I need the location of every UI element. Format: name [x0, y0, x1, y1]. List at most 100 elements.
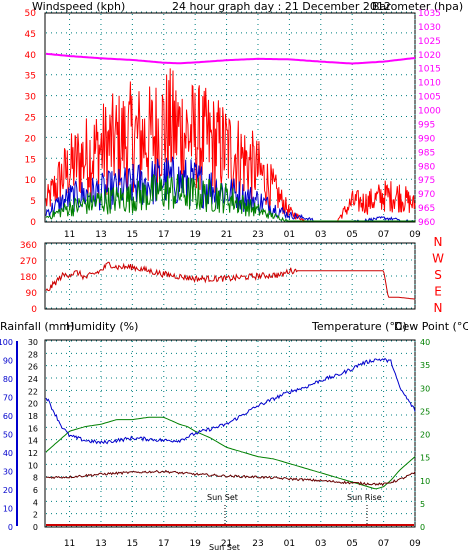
average-wind-series — [45, 174, 415, 222]
compass-label-0: N — [434, 235, 443, 249]
bottom-xtick-0: 11 — [64, 539, 75, 549]
rain-tick-2: 20 — [3, 486, 13, 495]
hum-tick-9: 18 — [28, 412, 38, 421]
hum-tick-14: 28 — [28, 350, 38, 359]
bottom-xtick-11: 09 — [409, 539, 421, 549]
rain-tick-1: 10 — [3, 505, 13, 514]
windspeed-series — [45, 156, 415, 222]
hum-tick-7: 14 — [28, 437, 38, 446]
temp-tick-8: 40 — [420, 338, 430, 347]
wind-tick-1: 5 — [30, 197, 36, 207]
axis-layer: 0510152025303540455096096597097598098599… — [0, 9, 444, 549]
baro-tick-12: 1020 — [418, 51, 441, 61]
rain-tick-6: 60 — [3, 412, 13, 421]
top-xtick-2: 15 — [127, 230, 138, 240]
wind-tick-10: 50 — [25, 9, 37, 19]
dir-tick-3: 270 — [20, 257, 37, 267]
baro-tick-6: 990 — [418, 134, 435, 144]
grid-layer — [46, 11, 416, 527]
rain-tick-0: 0 — [8, 523, 13, 532]
sunset-label: Sun Set — [207, 493, 238, 502]
humidity-axis-title: Humidity (%) — [66, 320, 138, 333]
rain-tick-8: 80 — [3, 375, 13, 384]
bottom-xtick-3: 17 — [158, 539, 169, 549]
barometer-axis-title: Barometer (hpa) — [372, 0, 463, 13]
temp-tick-7: 35 — [420, 361, 430, 370]
top-xtick-6: 23 — [252, 230, 263, 240]
hum-tick-10: 20 — [28, 400, 38, 409]
wind-tick-2: 10 — [25, 176, 37, 186]
direction-panel-frame — [44, 242, 416, 310]
bottom-panel-frame — [44, 339, 416, 528]
rain-tick-4: 40 — [3, 449, 13, 458]
rainfall-axis-title: Rainfall (mm) — [0, 320, 74, 333]
baro-tick-10: 1010 — [418, 79, 441, 89]
top-xtick-7: 01 — [284, 230, 295, 240]
chart-title: 24 hour graph day : 21 December 2012 — [172, 0, 391, 13]
rain-tick-7: 70 — [3, 394, 13, 403]
bottom-xtick-9: 05 — [346, 539, 357, 549]
top-xtick-0: 11 — [64, 230, 75, 240]
bottom-xtick-8: 03 — [315, 539, 326, 549]
humidity-series — [45, 416, 416, 490]
top-xtick-3: 17 — [158, 230, 169, 240]
baro-tick-9: 1005 — [418, 93, 441, 103]
temp-tick-2: 10 — [420, 477, 430, 486]
top-xtick-5: 21 — [221, 230, 232, 240]
baro-tick-8: 1000 — [418, 107, 441, 117]
top-xtick-4: 19 — [189, 230, 201, 240]
top-xtick-10: 07 — [378, 230, 389, 240]
hum-tick-15: 30 — [28, 338, 38, 347]
baro-tick-14: 1030 — [418, 23, 441, 33]
compass-label-3: E — [434, 285, 442, 299]
rain-tick-5: 50 — [3, 431, 13, 440]
top-xtick-11: 09 — [409, 230, 421, 240]
barometer-series — [45, 52, 416, 65]
hum-tick-0: 0 — [33, 523, 38, 532]
baro-tick-1: 965 — [418, 204, 435, 214]
hum-tick-5: 10 — [28, 461, 38, 470]
hum-tick-8: 16 — [28, 424, 38, 433]
top-xtick-8: 03 — [315, 230, 326, 240]
compass-label-4: N — [434, 301, 443, 315]
hum-tick-2: 4 — [33, 498, 38, 507]
dir-tick-4: 360 — [20, 241, 37, 251]
dewpoint-axis-title: Dew Point (°C) — [394, 320, 468, 333]
temp-tick-3: 15 — [420, 454, 430, 463]
baro-tick-13: 1025 — [418, 37, 441, 47]
wind-tick-7: 35 — [25, 72, 36, 82]
rain-tick-3: 30 — [3, 468, 13, 477]
rain-tick-10: 100 — [0, 338, 13, 347]
hum-tick-13: 26 — [28, 363, 38, 372]
direction-series — [45, 261, 416, 300]
bottom-xtick-6: 23 — [252, 539, 263, 549]
dewpoint-series — [46, 469, 416, 487]
wind-tick-5: 25 — [25, 114, 36, 124]
temp-tick-1: 5 — [420, 500, 425, 509]
windspeed-axis-title: Windspeed (kph) — [32, 0, 125, 13]
baro-tick-7: 995 — [418, 120, 435, 130]
dir-tick-0: 0 — [31, 305, 37, 315]
baro-tick-3: 975 — [418, 176, 435, 186]
bottom-xtick-4: 19 — [189, 539, 201, 549]
baro-tick-5: 985 — [418, 148, 435, 158]
dir-tick-2: 180 — [20, 273, 37, 283]
wind-tick-8: 40 — [25, 51, 37, 61]
bottom-xtick-1: 13 — [95, 539, 106, 549]
bottom-xtick-7: 01 — [284, 539, 295, 549]
sunset-bottom-label: Sun Set — [209, 543, 240, 552]
top-xtick-1: 13 — [95, 230, 106, 240]
bottom-xtick-10: 07 — [378, 539, 389, 549]
dir-tick-1: 90 — [26, 289, 38, 299]
hum-tick-3: 6 — [33, 486, 38, 495]
temp-tick-0: 0 — [420, 523, 425, 532]
baro-tick-2: 970 — [418, 190, 435, 200]
hum-tick-12: 24 — [28, 375, 38, 384]
wind-tick-4: 20 — [25, 134, 37, 144]
hum-tick-11: 22 — [28, 387, 38, 396]
wind-tick-6: 30 — [25, 93, 37, 103]
wind-tick-3: 15 — [25, 155, 36, 165]
top-xtick-9: 05 — [346, 230, 357, 240]
